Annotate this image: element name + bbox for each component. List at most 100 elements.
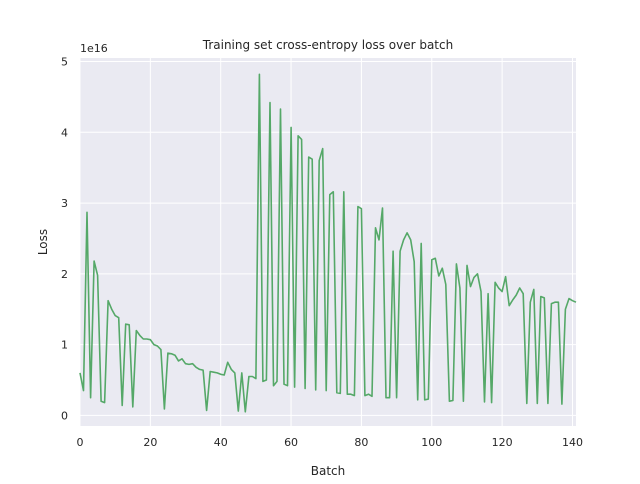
chart-title: Training set cross-entropy loss over bat… [202, 38, 453, 52]
loss-data-point [381, 207, 384, 210]
loss-data-point [145, 337, 148, 340]
loss-data-point [272, 384, 275, 387]
loss-data-point [107, 299, 110, 302]
x-tick-label: 80 [354, 436, 368, 449]
loss-data-point [458, 287, 461, 290]
y-axis-label: Loss [36, 229, 50, 255]
loss-data-point [392, 250, 395, 253]
loss-data-point [149, 338, 152, 341]
loss-data-point [353, 394, 356, 397]
loss-data-point [416, 398, 419, 401]
loss-data-point [103, 401, 106, 404]
loss-data-point [318, 159, 321, 162]
loss-data-point [427, 398, 430, 401]
loss-data-point [557, 301, 560, 304]
loss-data-point [370, 395, 373, 398]
loss-data-point [237, 410, 240, 413]
loss-data-point [434, 257, 437, 260]
loss-data-point [297, 134, 300, 137]
loss-data-point [117, 316, 120, 319]
loss-data-point [124, 323, 127, 326]
loss-data-point [480, 290, 483, 293]
loss-data-point [142, 337, 145, 340]
loss-data-point [156, 345, 159, 348]
loss-data-point [455, 262, 458, 265]
loss-data-point [286, 384, 289, 387]
loss-data-point [254, 377, 257, 380]
loss-data-point [550, 302, 553, 305]
loss-data-point [223, 374, 226, 377]
loss-data-point [93, 260, 96, 263]
y-tick-label: 1 [61, 339, 68, 352]
loss-data-point [378, 238, 381, 241]
x-tick-label: 140 [562, 436, 583, 449]
loss-data-point [275, 380, 278, 383]
loss-data-point [300, 138, 303, 141]
loss-data-point [564, 308, 567, 311]
loss-data-point [321, 147, 324, 150]
loss-data-point [244, 410, 247, 413]
loss-data-point [441, 267, 444, 270]
loss-data-point [515, 294, 518, 297]
loss-data-point [128, 323, 131, 326]
y-tick-label: 4 [61, 126, 68, 139]
loss-data-point [487, 292, 490, 295]
loss-data-point [131, 405, 134, 408]
loss-data-point [159, 348, 162, 351]
loss-data-point [360, 207, 363, 210]
y-tick-labels: 0 1 2 3 4 5 [61, 56, 68, 423]
loss-data-point [290, 126, 293, 129]
loss-data-point [346, 393, 349, 396]
loss-data-point [472, 276, 475, 279]
loss-data-point [567, 297, 570, 300]
loss-data-point [543, 296, 546, 299]
loss-data-point [304, 387, 307, 390]
loss-data-point [188, 363, 191, 366]
loss-data-point [138, 334, 141, 337]
loss-data-point [571, 299, 574, 302]
loss-data-point [402, 238, 405, 241]
loss-data-point [462, 400, 465, 403]
loss-data-point [177, 359, 180, 362]
loss-data-point [420, 242, 423, 245]
loss-data-point [135, 329, 138, 332]
loss-data-point [451, 399, 454, 402]
loss-data-point [476, 272, 479, 275]
x-tick-label: 60 [284, 436, 298, 449]
loss-data-point [483, 400, 486, 403]
x-tick-label: 120 [492, 436, 513, 449]
loss-data-point [230, 368, 233, 371]
loss-data-point [110, 308, 113, 311]
loss-data-point [339, 392, 342, 395]
loss-data-point [198, 368, 201, 371]
loss-data-point [307, 156, 310, 159]
loss-data-point [406, 231, 409, 234]
loss-data-point [311, 158, 314, 161]
loss-data-point [529, 301, 532, 304]
loss-data-point [469, 285, 472, 288]
loss-data-point [265, 379, 268, 382]
loss-data-point [546, 402, 549, 405]
x-tick-label: 0 [77, 436, 84, 449]
loss-data-point [385, 396, 388, 399]
loss-data-point [332, 190, 335, 193]
loss-data-point [518, 287, 521, 290]
loss-data-point [86, 211, 89, 214]
loss-data-point [212, 371, 215, 374]
loss-data-point [349, 393, 352, 396]
loss-data-point [444, 283, 447, 286]
loss-data-point [511, 299, 514, 302]
x-axis-label: Batch [311, 464, 346, 478]
loss-data-point [508, 304, 511, 307]
loss-data-point [82, 389, 85, 392]
plot-background [80, 58, 576, 426]
loss-data-point [363, 394, 366, 397]
loss-data-point [100, 400, 103, 403]
loss-data-point [395, 396, 398, 399]
loss-data-point [293, 386, 296, 389]
y-scale-offset-label: 1e16 [80, 42, 108, 55]
loss-data-point [163, 408, 166, 411]
loss-data-point [522, 292, 525, 295]
loss-data-point [494, 281, 497, 284]
x-tick-label: 40 [214, 436, 228, 449]
